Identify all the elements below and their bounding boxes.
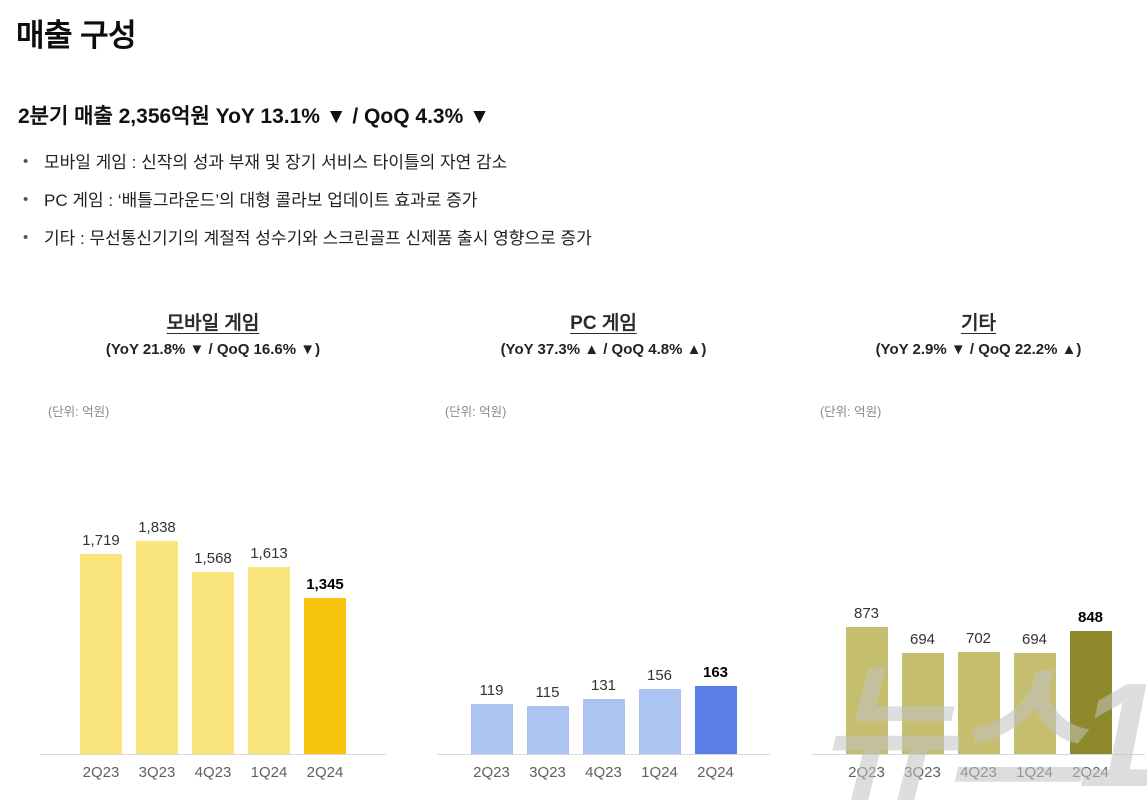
page-title: 매출 구성 xyxy=(16,18,137,53)
chart-subtitle: (YoY 21.8% ▼ / QoQ 16.6% ▼) xyxy=(105,341,321,358)
bar-value-label: 1,719 xyxy=(82,532,120,549)
bar-chart-pc: 119 115 131 156 163 2Q23 3Q23 4Q23 1Q24 2Q24 xyxy=(437,453,770,781)
bar xyxy=(80,554,122,754)
bar-chart-mobile: 1,719 1,838 1,568 1,613 1,345 2Q23 3Q23 4Q23 1Q… xyxy=(40,453,386,781)
bar xyxy=(957,652,1000,754)
bar-value-label: 156 xyxy=(646,667,673,684)
bar xyxy=(136,541,178,754)
category-label: 2Q24 xyxy=(697,764,734,781)
categories-row: 2Q23 3Q23 4Q23 1Q24 2Q24 xyxy=(812,755,1145,781)
bullet-item-pc: PC 게임 : ‘배틀그라운드’의 대형 콜라보 업데이트 효과로 증가 xyxy=(20,190,592,212)
chart-title: 모바일 게임 xyxy=(166,313,260,334)
revenue-summary: 2분기 매출 2,356억원 YoY 13.1% ▼ / QoQ 4.3% ▼ xyxy=(18,105,490,128)
bar-value-label: 119 xyxy=(479,682,504,699)
bar xyxy=(526,706,569,754)
bar-value-label: 702 xyxy=(965,630,992,647)
bar-group: 115 xyxy=(526,684,569,754)
bar-group: 694 xyxy=(901,631,944,754)
categories-row: 2Q23 3Q23 4Q23 1Q24 2Q24 xyxy=(437,755,770,781)
bar-value-label: 1,838 xyxy=(138,519,176,536)
bar xyxy=(582,699,625,754)
bar xyxy=(1069,631,1112,754)
bar-group: 694 xyxy=(1013,631,1056,754)
chart-col-pc-game: PC 게임 (YoY 37.3% ▲ / QoQ 4.8% ▲) (단위: 억원… xyxy=(437,308,770,781)
category-label: 4Q23 xyxy=(960,764,997,781)
bar-value-label: 131 xyxy=(590,677,617,694)
bars-row: 873 694 702 694 848 xyxy=(812,453,1145,755)
unit-label: (단위: 억원) xyxy=(48,405,110,419)
category-label: 2Q23 xyxy=(848,764,885,781)
bar xyxy=(1013,653,1056,754)
bar-value-label: 115 xyxy=(535,684,560,701)
category-label: 3Q23 xyxy=(529,764,566,781)
unit-label: (단위: 억원) xyxy=(820,405,882,419)
bars-row: 119 115 131 156 163 xyxy=(437,453,770,755)
bar-value-label: 1,345 xyxy=(306,576,344,593)
category-label: 1Q24 xyxy=(1016,764,1053,781)
bar-group: 1,345 xyxy=(304,576,346,754)
chart-col-other: 기타 (YoY 2.9% ▼ / QoQ 22.2% ▲) (단위: 억원) 8… xyxy=(812,308,1145,781)
category-label: 2Q24 xyxy=(1072,764,1109,781)
bars-row: 1,719 1,838 1,568 1,613 1,345 xyxy=(40,453,386,755)
bullet-item-other: 기타 : 무선통신기기의 계절적 성수기와 스크린골프 신제품 출시 영향으로 … xyxy=(20,228,592,250)
category-label: 2Q23 xyxy=(473,764,510,781)
bar-value-label: 1,613 xyxy=(250,545,288,562)
bar-value-label: 163 xyxy=(702,664,729,681)
category-label: 2Q23 xyxy=(82,764,120,781)
categories-row: 2Q23 3Q23 4Q23 1Q24 2Q24 xyxy=(40,755,386,781)
bar-value-label: 694 xyxy=(909,631,936,648)
unit-label: (단위: 억원) xyxy=(445,405,507,419)
bar xyxy=(845,627,888,754)
category-label: 4Q23 xyxy=(585,764,622,781)
category-label: 1Q24 xyxy=(250,764,288,781)
bar-group: 873 xyxy=(845,605,888,754)
bar-group: 848 xyxy=(1069,609,1112,754)
category-label: 4Q23 xyxy=(194,764,232,781)
bar-group: 1,838 xyxy=(136,519,178,754)
chart-subtitle: (YoY 2.9% ▼ / QoQ 22.2% ▲) xyxy=(875,341,1082,358)
bullet-list: 모바일 게임 : 신작의 성과 부재 및 장기 서비스 타이틀의 자연 감소 P… xyxy=(20,152,592,266)
bar-group: 131 xyxy=(582,677,625,754)
category-label: 3Q23 xyxy=(138,764,176,781)
bar-group: 702 xyxy=(957,630,1000,754)
bar-group: 156 xyxy=(638,667,681,754)
bar xyxy=(248,567,290,754)
bar xyxy=(638,689,681,754)
bar-group: 1,719 xyxy=(80,532,122,754)
bar-group: 163 xyxy=(694,664,737,754)
chart-subtitle: (YoY 37.3% ▲ / QoQ 4.8% ▲) xyxy=(500,341,707,358)
bar-chart-other: 873 694 702 694 848 2Q23 3Q23 4Q23 1Q24 2Q24 xyxy=(812,453,1145,781)
bar xyxy=(304,598,346,754)
bar-value-label: 873 xyxy=(853,605,880,622)
bar xyxy=(901,653,944,754)
bar-group: 119 xyxy=(470,682,513,754)
chart-title: 기타 xyxy=(961,313,996,334)
bar xyxy=(694,686,737,754)
chart-title: PC 게임 xyxy=(570,313,637,334)
bar-value-label: 1,568 xyxy=(194,550,232,567)
category-label: 2Q24 xyxy=(306,764,344,781)
bar xyxy=(470,704,513,754)
bullet-item-mobile: 모바일 게임 : 신작의 성과 부재 및 장기 서비스 타이틀의 자연 감소 xyxy=(20,152,592,174)
bar-group: 1,613 xyxy=(248,545,290,754)
category-label: 3Q23 xyxy=(904,764,941,781)
bar-value-label: 848 xyxy=(1077,609,1104,626)
chart-col-mobile-game: 모바일 게임 (YoY 21.8% ▼ / QoQ 16.6% ▼) (단위: … xyxy=(40,308,386,781)
bar-value-label: 694 xyxy=(1021,631,1048,648)
bar-group: 1,568 xyxy=(192,550,234,754)
bar xyxy=(192,572,234,754)
category-label: 1Q24 xyxy=(641,764,678,781)
